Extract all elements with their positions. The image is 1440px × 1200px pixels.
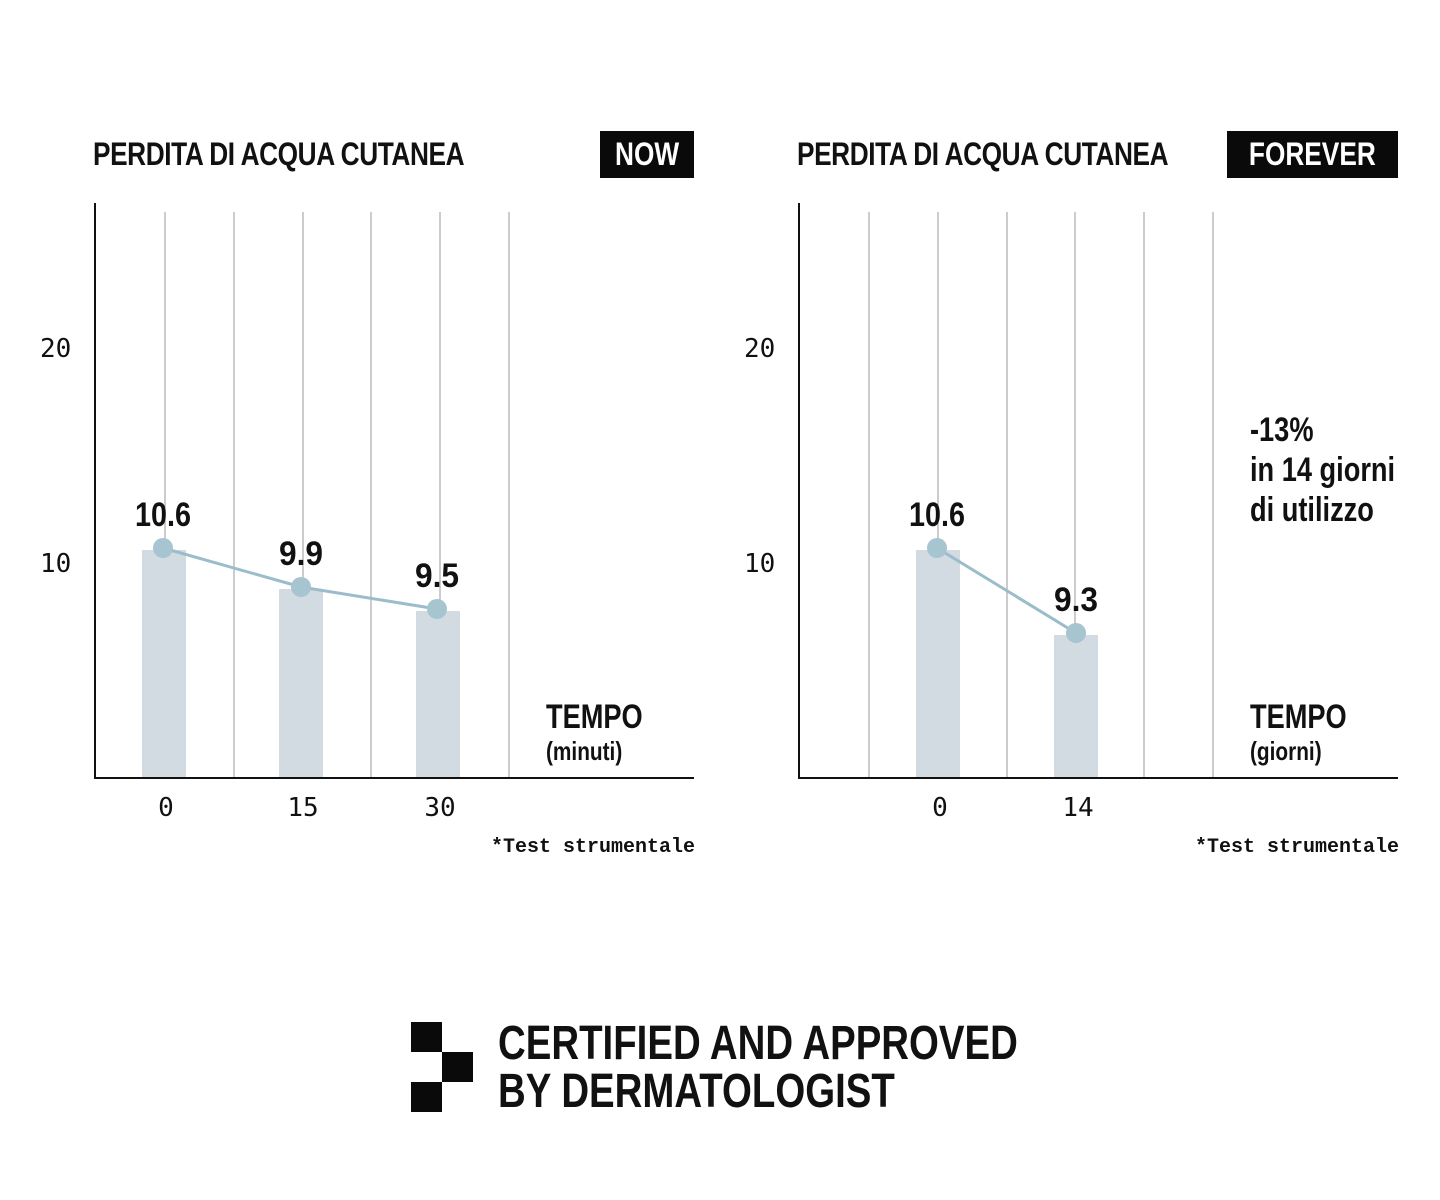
- x-tick-label: 30: [424, 793, 455, 823]
- y-tick-label: 10: [40, 549, 71, 579]
- badge-label: NOW: [614, 136, 679, 172]
- chart-panel-forever: PERDITA DI ACQUA CUTANEA FOREVER 20 10 10.…: [704, 0, 1404, 900]
- certification-text: CERTIFIED AND APPROVED BY DERMATOLOGIST: [498, 1020, 1018, 1116]
- y-tick-label: 20: [744, 334, 775, 364]
- annotation: -13% in 14 giorni di utilizzo: [1250, 410, 1395, 530]
- certification-line-2: BY DERMATOLOGIST: [498, 1065, 895, 1118]
- x-axis-label: TEMPO: [1250, 698, 1347, 736]
- data-label: 9.9: [279, 535, 323, 573]
- checkered-squares-icon: [411, 1022, 473, 1112]
- x-tick-label: 0: [932, 793, 948, 823]
- data-point: [153, 538, 173, 558]
- data-label: 10.6: [909, 496, 965, 534]
- y-tick-label: 20: [40, 334, 71, 364]
- series-line: [936, 546, 1077, 635]
- certification-line-1: CERTIFIED AND APPROVED: [498, 1017, 1018, 1070]
- footnote: *Test strumentale: [1194, 836, 1399, 859]
- x-axis-unit: (minuti): [546, 736, 623, 766]
- chart-panel-now: PERDITA DI ACQUA CUTANEA NOW 20 10 10.6 0 9.…: [0, 0, 700, 900]
- badge-forever: FOREVER: [1227, 131, 1398, 178]
- data-point: [291, 577, 311, 597]
- data-label: 10.6: [135, 496, 191, 534]
- bar: [916, 550, 960, 777]
- data-label: 9.5: [415, 557, 459, 595]
- badge-now: NOW: [599, 131, 694, 178]
- annotation-line-1: -13%: [1250, 411, 1314, 449]
- bar: [416, 611, 460, 777]
- x-axis-unit: (giorni): [1250, 736, 1322, 766]
- bar: [1054, 635, 1098, 777]
- bar: [142, 550, 186, 777]
- chart-plot-now: 20 10 10.6 0 9.9 15 9.5 30: [40, 203, 694, 823]
- data-point: [427, 599, 447, 619]
- x-tick-label: 15: [287, 793, 318, 823]
- chart-plot-forever: 20 10 10.6 0 9.3 14: [744, 203, 1398, 823]
- x-axis-label: TEMPO: [546, 698, 643, 736]
- data-point: [927, 538, 947, 558]
- footnote: *Test strumentale: [490, 836, 695, 859]
- data-label: 9.3: [1054, 581, 1098, 619]
- annotation-line-3: di utilizzo: [1250, 491, 1374, 529]
- badge-label: FOREVER: [1249, 136, 1377, 172]
- y-tick-label: 10: [744, 549, 775, 579]
- x-tick-label: 14: [1062, 793, 1093, 823]
- annotation-line-2: in 14 giorni: [1250, 451, 1396, 489]
- x-tick-label: 0: [158, 793, 174, 823]
- chart-title: PERDITA DI ACQUA CUTANEA: [797, 136, 1169, 172]
- bar: [279, 589, 323, 777]
- chart-title: PERDITA DI ACQUA CUTANEA: [93, 136, 465, 172]
- data-point: [1066, 623, 1086, 643]
